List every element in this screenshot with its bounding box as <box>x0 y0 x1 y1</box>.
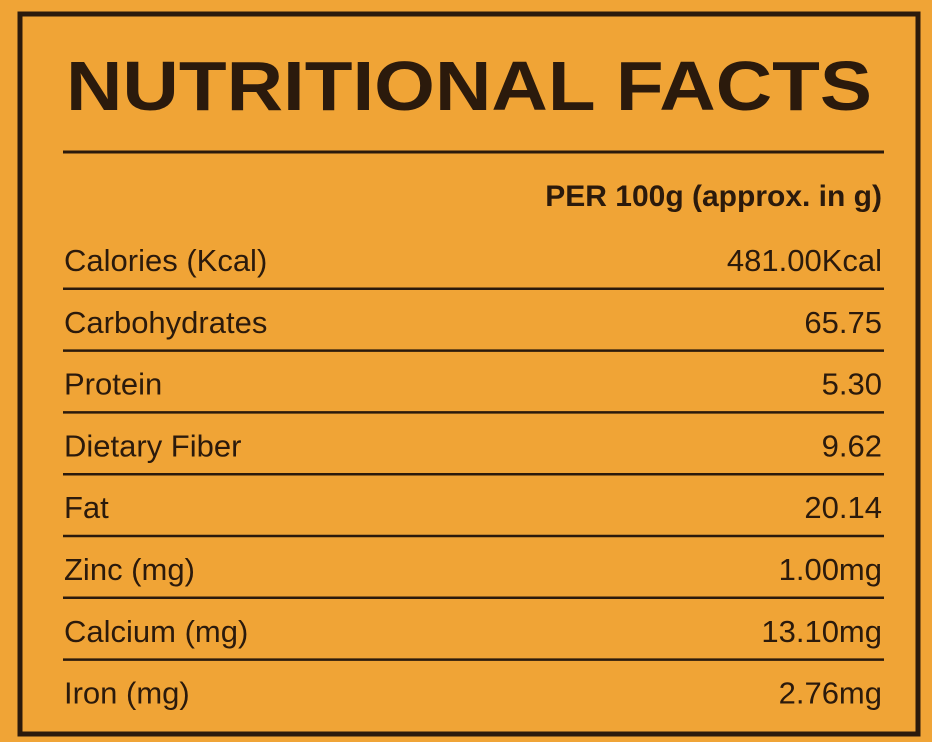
row-value: 2.76mg <box>779 676 882 711</box>
row-value: 481.00Kcal <box>727 243 882 278</box>
row-value: 13.10mg <box>761 614 882 649</box>
column-heading: PER 100g (approx. in g) <box>545 180 882 213</box>
row-label: Fat <box>64 490 109 525</box>
row-value: 1.00mg <box>779 552 882 587</box>
row-label: Calories (Kcal) <box>64 243 267 278</box>
row-label: Calcium (mg) <box>64 614 248 649</box>
row-value: 9.62 <box>822 428 882 463</box>
row-value: 5.30 <box>822 367 882 402</box>
title: NUTRITIONAL FACTS <box>66 47 872 125</box>
row-value: 20.14 <box>804 490 882 525</box>
label-border <box>17 11 921 737</box>
row-label: Iron (mg) <box>64 676 190 711</box>
row-label: Protein <box>64 367 162 402</box>
table: Calories (Kcal) 481.00Kcal Carbohydrates 65… <box>63 243 884 711</box>
row-label: Zinc (mg) <box>64 552 195 587</box>
row-label: Carbohydrates <box>64 305 267 340</box>
row-value: 65.75 <box>804 305 882 340</box>
row-label: Dietary Fiber <box>64 428 241 463</box>
